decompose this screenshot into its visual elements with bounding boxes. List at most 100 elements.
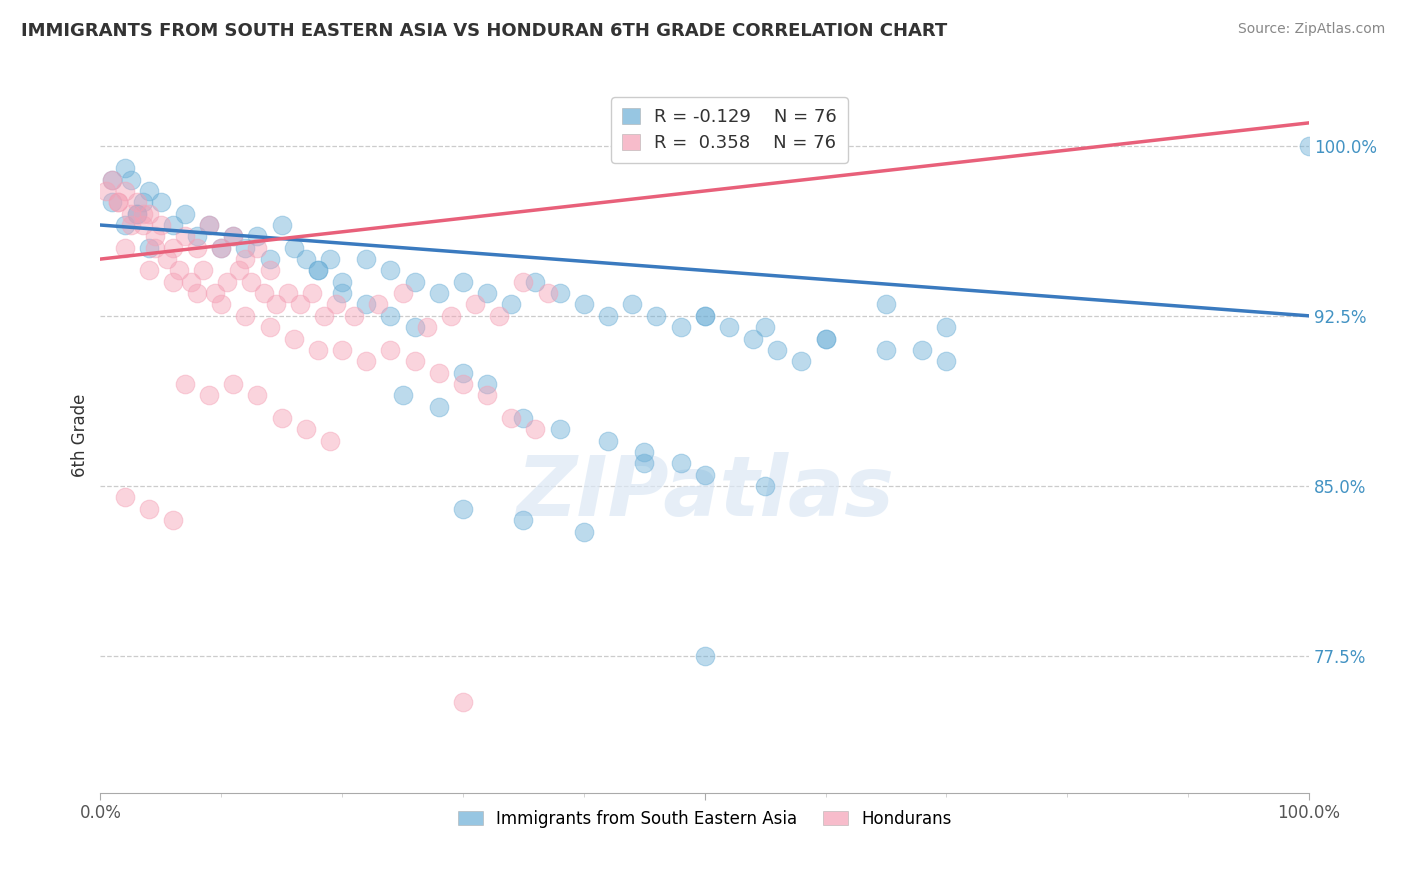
Point bbox=[114, 218, 136, 232]
Point bbox=[693, 309, 716, 323]
Point bbox=[307, 343, 329, 357]
Point bbox=[356, 252, 378, 266]
Point bbox=[228, 263, 250, 277]
Point bbox=[252, 286, 274, 301]
Point bbox=[330, 275, 353, 289]
Point bbox=[935, 354, 957, 368]
Point bbox=[488, 309, 510, 323]
Point bbox=[209, 241, 232, 255]
Point bbox=[235, 309, 257, 323]
Point bbox=[235, 241, 257, 255]
Point bbox=[131, 218, 153, 232]
Point bbox=[524, 422, 547, 436]
Text: IMMIGRANTS FROM SOUTH EASTERN ASIA VS HONDURAN 6TH GRADE CORRELATION CHART: IMMIGRANTS FROM SOUTH EASTERN ASIA VS HO… bbox=[21, 22, 948, 40]
Point bbox=[295, 422, 318, 436]
Point bbox=[548, 422, 571, 436]
Point bbox=[125, 207, 148, 221]
Point bbox=[125, 207, 148, 221]
Point bbox=[343, 309, 366, 323]
Point bbox=[475, 388, 498, 402]
Point bbox=[301, 286, 323, 301]
Point bbox=[451, 501, 474, 516]
Point bbox=[204, 286, 226, 301]
Point bbox=[427, 366, 450, 380]
Point bbox=[114, 241, 136, 255]
Point bbox=[935, 320, 957, 334]
Point bbox=[186, 241, 208, 255]
Point bbox=[875, 297, 897, 311]
Point bbox=[766, 343, 789, 357]
Point bbox=[186, 229, 208, 244]
Point bbox=[222, 376, 245, 391]
Point bbox=[524, 275, 547, 289]
Point bbox=[790, 354, 813, 368]
Point bbox=[548, 286, 571, 301]
Point bbox=[149, 195, 172, 210]
Point bbox=[114, 491, 136, 505]
Point bbox=[246, 229, 269, 244]
Point bbox=[264, 297, 287, 311]
Point bbox=[209, 297, 232, 311]
Point bbox=[319, 252, 342, 266]
Point bbox=[451, 275, 474, 289]
Point bbox=[645, 309, 668, 323]
Point bbox=[125, 195, 148, 210]
Point bbox=[451, 366, 474, 380]
Point bbox=[120, 218, 142, 232]
Point bbox=[198, 218, 221, 232]
Point bbox=[198, 218, 221, 232]
Point bbox=[367, 297, 389, 311]
Point bbox=[131, 207, 153, 221]
Point bbox=[149, 218, 172, 232]
Point bbox=[512, 411, 534, 425]
Text: ZIPatlas: ZIPatlas bbox=[516, 451, 894, 533]
Point bbox=[162, 241, 184, 255]
Point bbox=[120, 207, 142, 221]
Point bbox=[162, 218, 184, 232]
Point bbox=[501, 411, 523, 425]
Point bbox=[633, 457, 655, 471]
Point bbox=[96, 184, 118, 198]
Point bbox=[356, 297, 378, 311]
Point bbox=[572, 524, 595, 539]
Point bbox=[427, 286, 450, 301]
Point bbox=[911, 343, 934, 357]
Point bbox=[596, 309, 619, 323]
Point bbox=[536, 286, 558, 301]
Point bbox=[440, 309, 463, 323]
Point bbox=[162, 513, 184, 527]
Point bbox=[174, 376, 197, 391]
Point bbox=[114, 161, 136, 176]
Point bbox=[246, 388, 269, 402]
Point bbox=[717, 320, 740, 334]
Point bbox=[167, 263, 190, 277]
Point bbox=[222, 229, 245, 244]
Point bbox=[259, 320, 281, 334]
Point bbox=[451, 376, 474, 391]
Point bbox=[325, 297, 347, 311]
Point bbox=[295, 252, 318, 266]
Point bbox=[138, 501, 160, 516]
Point bbox=[380, 309, 402, 323]
Point bbox=[259, 252, 281, 266]
Point bbox=[415, 320, 437, 334]
Point bbox=[277, 286, 299, 301]
Text: Source: ZipAtlas.com: Source: ZipAtlas.com bbox=[1237, 22, 1385, 37]
Point bbox=[391, 388, 413, 402]
Point bbox=[307, 263, 329, 277]
Point bbox=[143, 241, 166, 255]
Point bbox=[754, 320, 776, 334]
Point bbox=[512, 513, 534, 527]
Point bbox=[319, 434, 342, 448]
Point bbox=[356, 354, 378, 368]
Point bbox=[693, 649, 716, 664]
Point bbox=[596, 434, 619, 448]
Point bbox=[120, 172, 142, 186]
Point bbox=[464, 297, 486, 311]
Point bbox=[451, 695, 474, 709]
Point bbox=[404, 275, 426, 289]
Point bbox=[235, 252, 257, 266]
Point bbox=[174, 229, 197, 244]
Legend: Immigrants from South Eastern Asia, Hondurans: Immigrants from South Eastern Asia, Hond… bbox=[451, 803, 957, 834]
Point bbox=[693, 309, 716, 323]
